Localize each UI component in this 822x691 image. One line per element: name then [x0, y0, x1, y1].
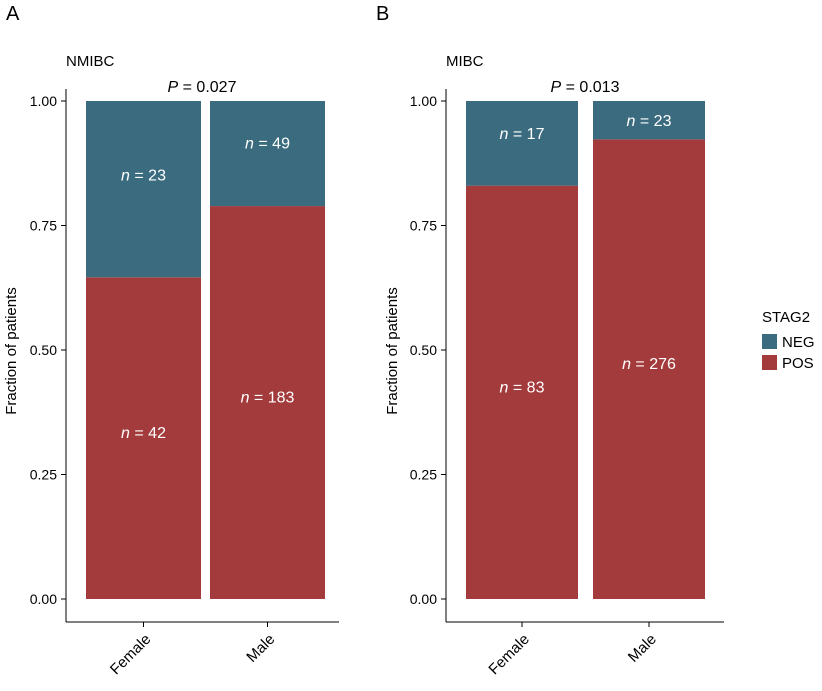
- p-value-b: P = 0.013: [551, 79, 620, 96]
- y-tick-label: 0.75: [30, 218, 57, 234]
- bar-labels-b: n = 83 n = 17 n = 276 n = 23: [500, 113, 676, 396]
- y-axis-label-a: Fraction of patients: [3, 287, 20, 415]
- bar-segment-pos-male: [593, 139, 705, 599]
- y-tick-label: 0.25: [30, 467, 57, 483]
- bar-label-pos-male: n = 183: [241, 390, 295, 407]
- legend: STAG2 NEG POS: [762, 309, 815, 372]
- legend-title: STAG2: [762, 309, 810, 326]
- y-tick-label: 0.75: [410, 218, 437, 234]
- x-ticks-b: Female Male: [485, 622, 660, 678]
- y-axis-label-b: Fraction of patients: [384, 287, 401, 415]
- panel-title-nmibc: NMIBC: [66, 53, 115, 70]
- bar-segment-pos-female: [86, 277, 201, 599]
- y-tick-label: 0.00: [30, 591, 57, 607]
- panel-label-a: A: [6, 3, 20, 25]
- panel-b: B MIBC P = 0.013 Fraction of patients n …: [376, 3, 724, 678]
- bar-segment-pos-female: [466, 185, 578, 599]
- bar-segment-neg-female: [466, 101, 578, 186]
- y-ticks-a: 0.00 0.25 0.50 0.75 1.00: [30, 93, 66, 607]
- bar-segment-neg-female: [86, 101, 201, 278]
- bar-label-neg-male: n = 49: [245, 135, 290, 152]
- legend-label-neg: NEG: [782, 334, 815, 351]
- bars-b: [466, 101, 705, 599]
- panel-a: A NMIBC P = 0.027 Fraction of patients n…: [3, 3, 339, 678]
- bar-label-pos-female: n = 42: [121, 425, 166, 442]
- y-tick-label: 0.00: [410, 591, 437, 607]
- bar-segment-pos-male: [210, 206, 325, 599]
- bar-segment-neg-male: [210, 101, 325, 207]
- legend-label-pos: POS: [782, 355, 814, 372]
- bars-a: [86, 101, 325, 599]
- y-tick-label: 1.00: [410, 93, 437, 109]
- y-ticks-b: 0.00 0.25 0.50 0.75 1.00: [410, 93, 446, 607]
- y-tick-label: 0.25: [410, 467, 437, 483]
- bar-label-pos-female: n = 83: [500, 379, 545, 396]
- bar-label-neg-female: n = 17: [500, 126, 545, 143]
- legend-swatch-neg: [762, 334, 777, 349]
- panel-title-mibc: MIBC: [446, 53, 484, 70]
- bar-labels-a: n = 42 n = 23 n = 183 n = 49: [121, 135, 294, 442]
- x-tick-label-male: Male: [243, 631, 278, 666]
- bar-label-neg-male: n = 23: [627, 113, 672, 130]
- legend-swatch-pos: [762, 355, 777, 370]
- x-ticks-a: Female Male: [107, 622, 278, 678]
- y-tick-label: 0.50: [30, 342, 57, 358]
- x-tick-label-female: Female: [485, 631, 532, 678]
- x-tick-label-female: Female: [107, 631, 154, 678]
- bar-segment-neg-male: [593, 101, 705, 140]
- y-tick-label: 0.50: [410, 342, 437, 358]
- bar-label-neg-female: n = 23: [121, 167, 166, 184]
- y-tick-label: 1.00: [30, 93, 57, 109]
- x-tick-label-male: Male: [625, 631, 660, 666]
- panel-label-b: B: [376, 3, 389, 25]
- bar-label-pos-male: n = 276: [622, 356, 676, 373]
- p-value-a: P = 0.027: [168, 79, 237, 96]
